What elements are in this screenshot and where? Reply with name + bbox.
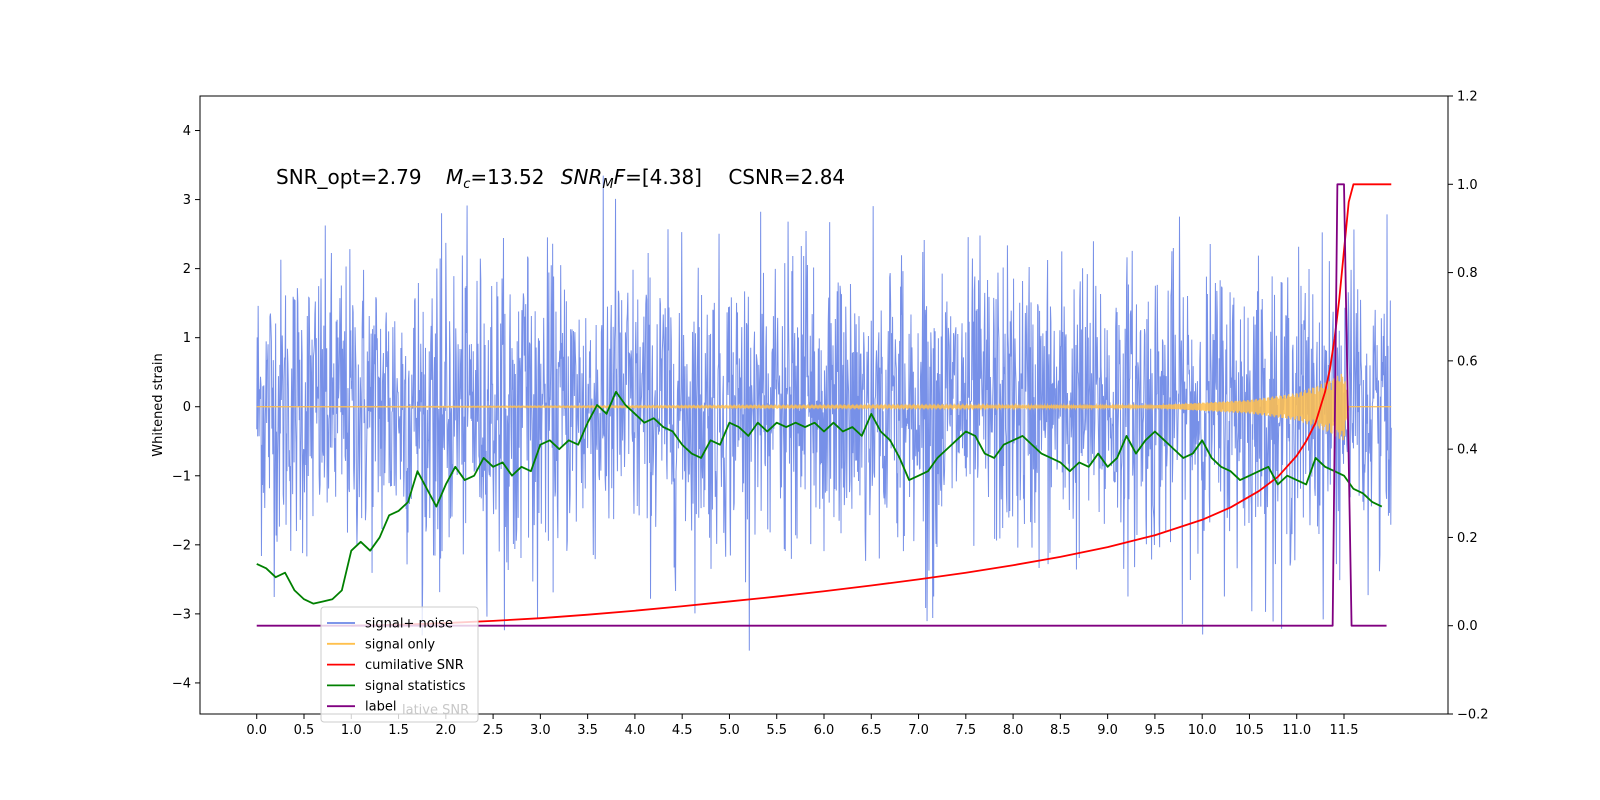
annotation-mc-value: =13.52 — [470, 165, 544, 189]
signal-only-series — [256, 373, 1392, 441]
y-left-tick-label: −2 — [172, 538, 191, 553]
signal-noise-line — [256, 175, 1392, 651]
y-left-tick-label: 1 — [183, 331, 191, 346]
y-right-tick-label: 0.6 — [1457, 354, 1478, 369]
y-axis-label: Whitened strain — [151, 353, 166, 456]
y-right-axis-ticks: −0.2 0.0 0.2 0.4 0.6 0.8 1.0 1.2 — [1448, 90, 1489, 723]
y-left-tick-label: −1 — [172, 469, 191, 484]
y-left-axis-ticks: −4 −3 −2 −1 0 1 2 3 4 — [172, 124, 200, 691]
x-axis-ticks: 0.0 0.5 1.0 1.5 2.0 2.5 3.0 3.5 4.0 4.5 5.0 5.5 6.0 6… — [246, 714, 1358, 738]
x-tick-label: 8.5 — [1050, 723, 1071, 738]
x-tick-label: 2.5 — [483, 723, 504, 738]
legend-box — [320, 606, 479, 723]
annotation-snrmf-symbol: SNR — [561, 165, 603, 189]
y-left-tick-label: −3 — [172, 607, 191, 622]
x-tick-label: 7.0 — [908, 723, 929, 738]
signal-statistics-line — [256, 390, 1383, 605]
x-tick-label: 11.5 — [1330, 723, 1359, 738]
legend-label: signal statistics — [365, 679, 466, 694]
y-left-tick-label: −4 — [172, 676, 191, 691]
y-left-tick-label: 2 — [183, 262, 191, 277]
x-tick-label: 3.0 — [530, 723, 551, 738]
annotation-text: SNR_opt=2.79 Mc=13.52 SNRMF=[4.38] CSNR=… — [276, 165, 845, 192]
x-tick-label: 0.5 — [294, 723, 315, 738]
cumilative-snr-line — [351, 183, 1392, 627]
y-left-tick-label: 3 — [183, 193, 191, 208]
x-tick-label: 4.5 — [672, 723, 693, 738]
x-tick-label: 4.0 — [625, 723, 646, 738]
signal-only-line — [256, 373, 1392, 441]
x-tick-label: 8.0 — [1003, 723, 1024, 738]
legend-label: cumilative SNR — [365, 658, 464, 673]
annotation-csnr: CSNR=2.84 — [728, 165, 845, 189]
x-tick-label: 1.0 — [341, 723, 362, 738]
y-right-tick-label: −0.2 — [1457, 708, 1489, 723]
noise-series — [256, 175, 1392, 651]
x-tick-label: 9.0 — [1097, 723, 1118, 738]
y-right-tick-label: 0.8 — [1457, 266, 1478, 281]
y-left-tick-label: 4 — [183, 124, 191, 139]
x-tick-label: 6.5 — [861, 723, 882, 738]
x-tick-label: 6.0 — [814, 723, 835, 738]
y-right-tick-label: 1.0 — [1457, 178, 1478, 193]
x-tick-label: 0.0 — [246, 723, 267, 738]
x-tick-label: 10.5 — [1235, 723, 1264, 738]
x-tick-label: 1.5 — [388, 723, 409, 738]
x-tick-label: 5.5 — [766, 723, 787, 738]
x-tick-label: 5.0 — [719, 723, 740, 738]
x-tick-label: 2.0 — [435, 723, 456, 738]
annotation-snrmf-sub: M — [602, 177, 613, 192]
x-tick-label: 11.0 — [1282, 723, 1311, 738]
annotation-snrmf-tail: F — [614, 165, 626, 189]
y-left-tick-label: 0 — [183, 400, 191, 415]
y-right-tick-label: 0.0 — [1457, 619, 1478, 634]
annotation-snr-opt: SNR_opt=2.79 — [276, 165, 422, 189]
label-line — [256, 183, 1387, 627]
legend-label: label — [365, 700, 396, 715]
line-series — [256, 183, 1392, 627]
x-tick-label: 7.5 — [955, 723, 976, 738]
annotation-mc-symbol: M — [446, 165, 463, 189]
legend-label: signal only — [365, 637, 435, 652]
x-tick-label: 3.5 — [577, 723, 598, 738]
annotation-mc-sub: c — [463, 177, 470, 192]
y-right-tick-label: 1.2 — [1457, 90, 1478, 105]
legend: lative SNR signal+ noise signal only cumil… — [320, 606, 479, 723]
x-tick-label: 9.5 — [1145, 723, 1166, 738]
x-tick-label: 10.0 — [1188, 723, 1217, 738]
annotation-snrmf-value: =[4.38] — [625, 165, 702, 189]
y-right-tick-label: 0.4 — [1457, 443, 1478, 458]
legend-ghost-text: lative SNR — [402, 703, 469, 718]
legend-label: signal+ noise — [365, 617, 453, 632]
y-right-tick-label: 0.2 — [1457, 531, 1478, 546]
plot-area — [256, 175, 1392, 651]
